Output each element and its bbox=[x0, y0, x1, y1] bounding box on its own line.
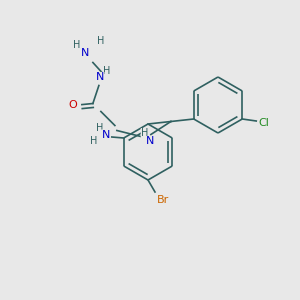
Text: H: H bbox=[96, 123, 103, 133]
Text: O: O bbox=[68, 100, 77, 110]
Text: N: N bbox=[146, 136, 154, 146]
Text: H: H bbox=[141, 128, 148, 139]
Text: H: H bbox=[73, 40, 81, 50]
Text: H: H bbox=[97, 37, 105, 46]
Text: Br: Br bbox=[157, 195, 169, 205]
Text: N: N bbox=[96, 73, 104, 82]
Text: H: H bbox=[103, 65, 111, 76]
Text: N: N bbox=[102, 130, 110, 140]
Text: N: N bbox=[81, 49, 89, 58]
Text: Cl: Cl bbox=[259, 118, 270, 128]
Text: H: H bbox=[90, 136, 98, 146]
